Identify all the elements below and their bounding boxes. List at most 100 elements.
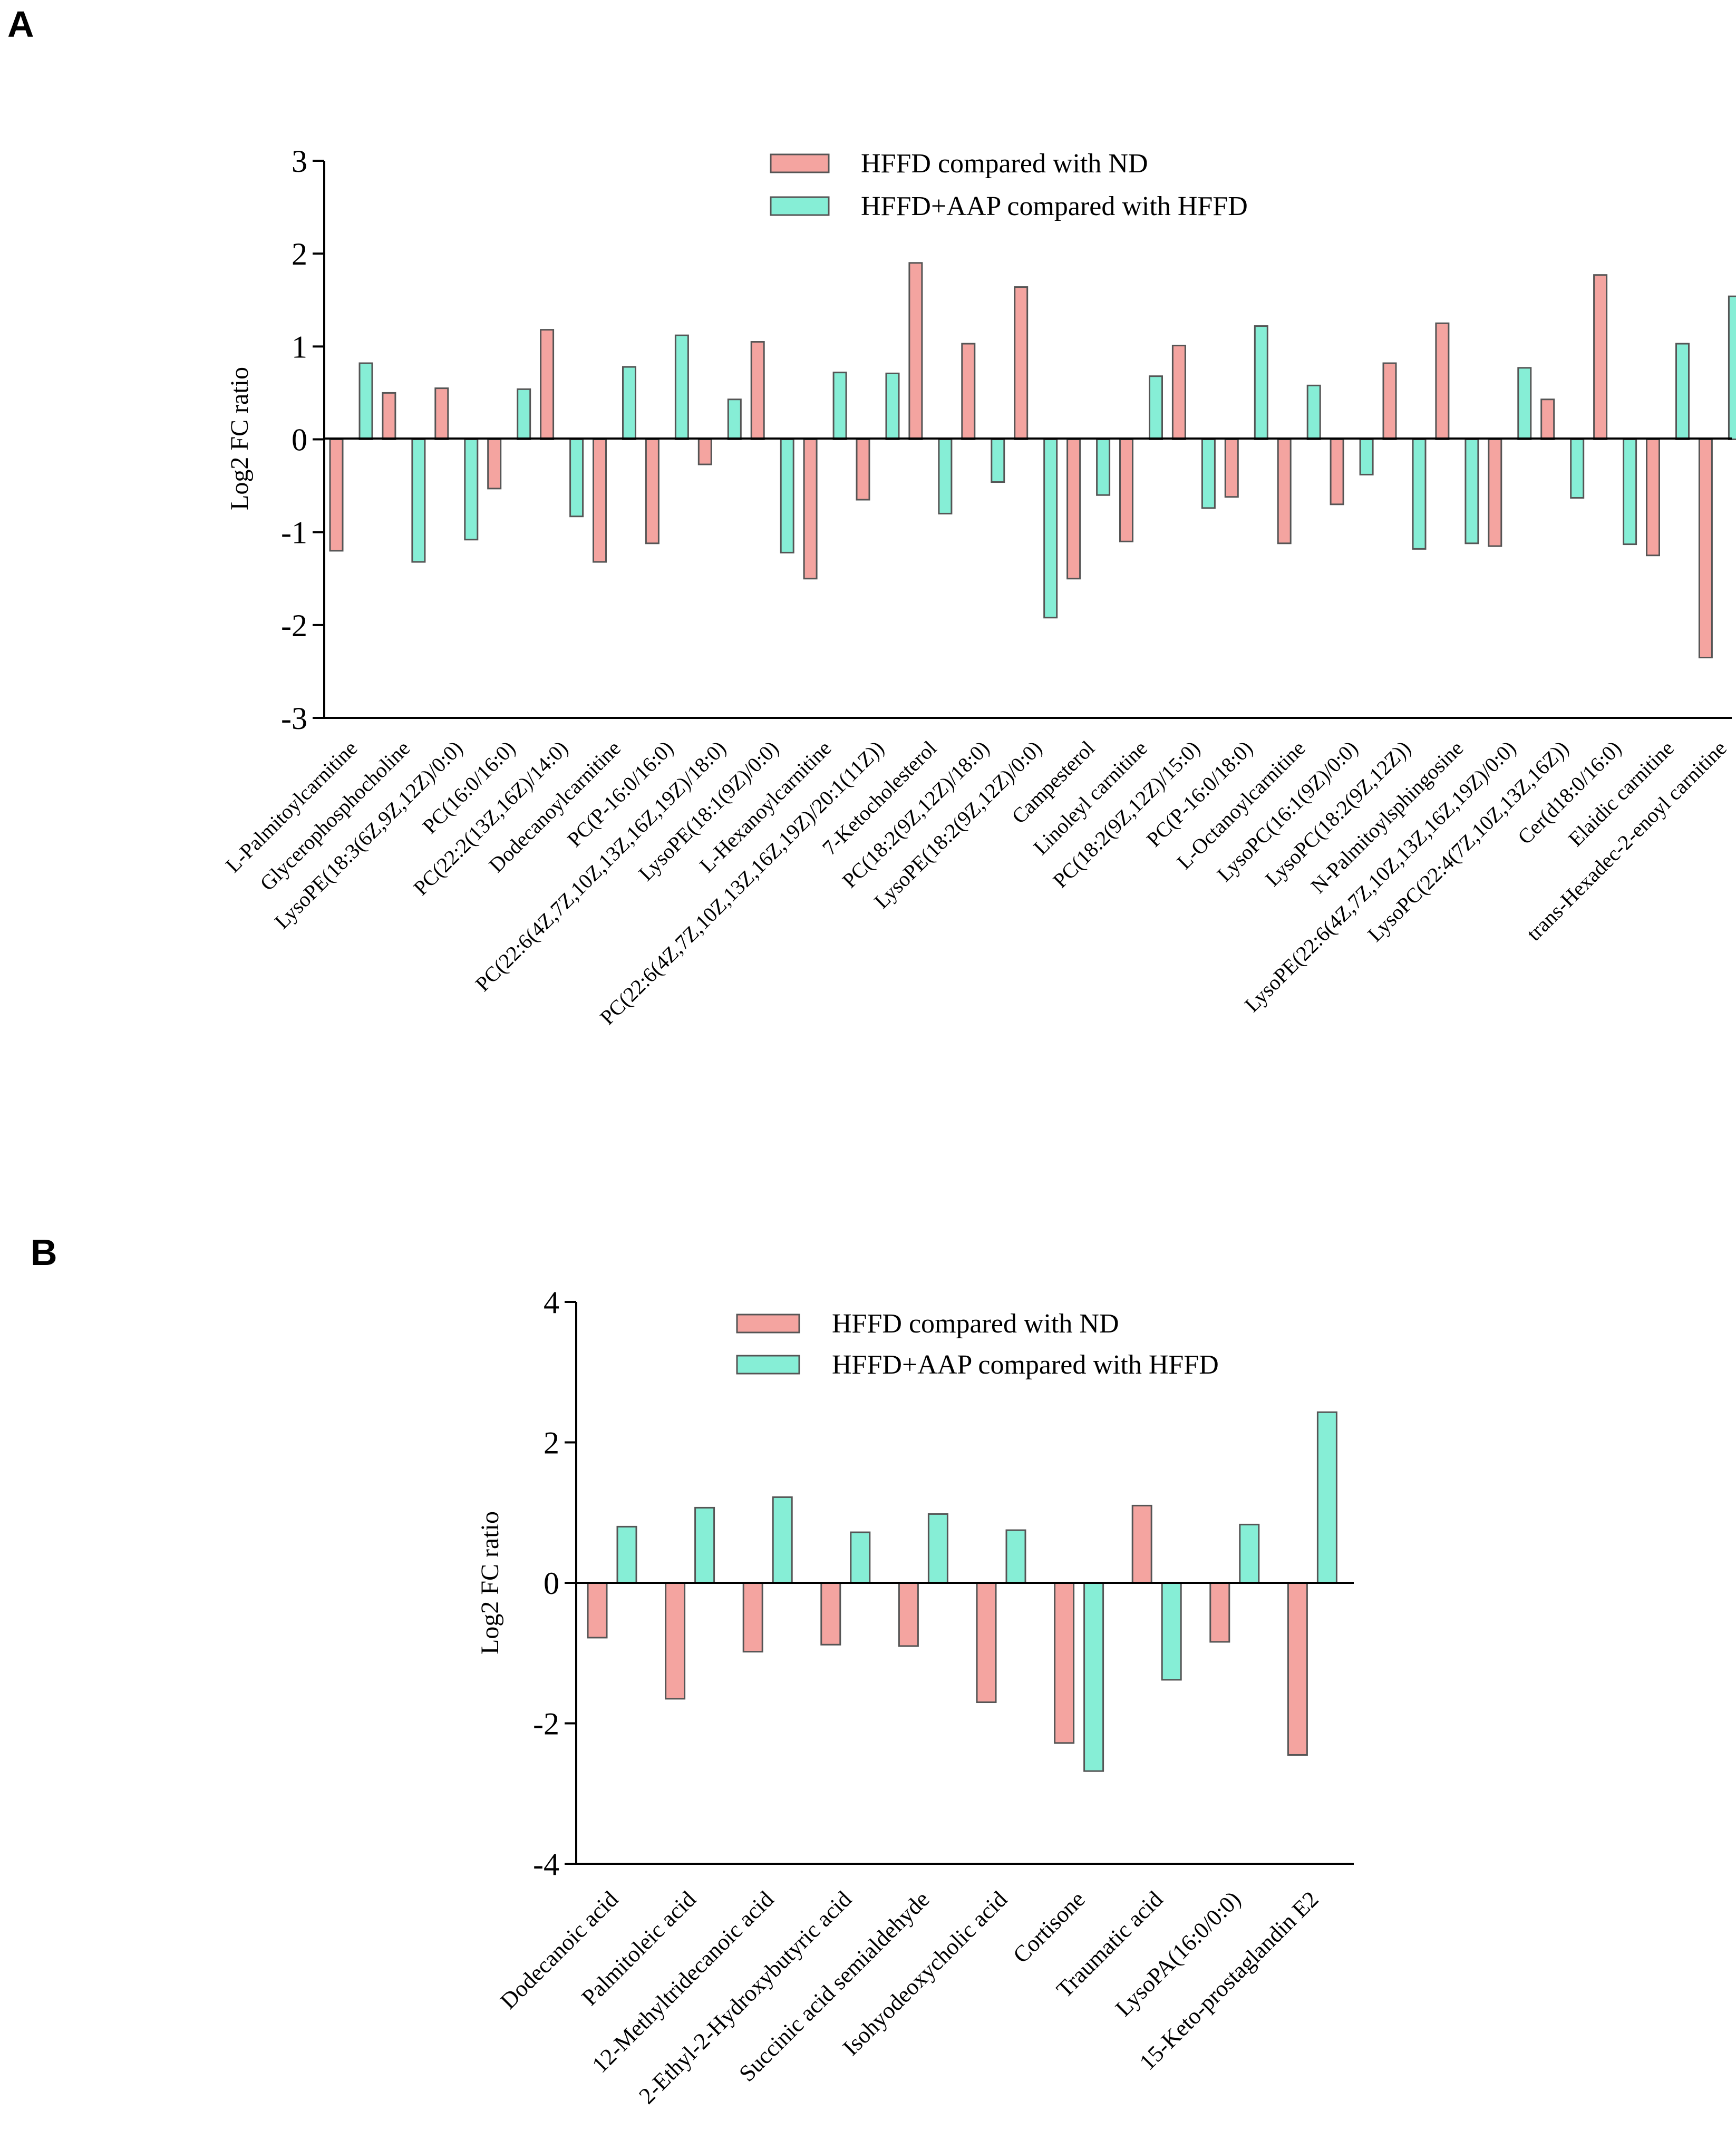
panel-a: A HFFD compared with ND HFFD+AAP compare…: [7, 4, 1736, 1029]
bar-hffd-vs-nd: [540, 329, 555, 441]
panel-a-legend: HFFD compared with ND HFFD+AAP compared …: [770, 149, 1248, 221]
bar-aap-vs-hffd: [517, 388, 531, 440]
bar-hffd-vs-nd: [1540, 398, 1555, 441]
bar-hffd-vs-nd: [587, 1582, 608, 1639]
bar-hffd-vs-nd: [1277, 439, 1292, 544]
bar-aap-vs-hffd: [1083, 1582, 1104, 1772]
bar-hffd-vs-nd: [1119, 439, 1133, 542]
bar-hffd-vs-nd: [1593, 274, 1608, 440]
bar-hffd-vs-nd: [908, 262, 923, 440]
bar-hffd-vs-nd: [1131, 1504, 1152, 1584]
category-label: Cortisone: [1008, 1886, 1090, 1968]
bar-aap-vs-hffd: [569, 439, 584, 518]
bar-aap-vs-hffd: [1570, 439, 1585, 499]
bar-hffd-vs-nd: [593, 439, 607, 563]
legend-a-label-aap: HFFD+AAP compared with HFFD: [861, 191, 1248, 221]
bar-aap-vs-hffd: [1254, 325, 1268, 440]
bar-aap-vs-hffd: [832, 372, 847, 440]
bar-aap-vs-hffd: [1517, 367, 1532, 441]
bar-aap-vs-hffd: [616, 1525, 637, 1584]
panel-a-letter: A: [7, 4, 34, 45]
bar-aap-vs-hffd: [1412, 439, 1427, 550]
legend-b-label-aap: HFFD+AAP compared with HFFD: [832, 1350, 1219, 1380]
legend-a-swatch-aap: [770, 196, 830, 216]
bar-aap-vs-hffd: [1149, 375, 1163, 440]
bar-aap-vs-hffd: [780, 439, 794, 553]
bar-hffd-vs-nd: [961, 343, 976, 440]
bar-hffd-vs-nd: [1171, 345, 1186, 440]
bar-aap-vs-hffd: [1201, 439, 1216, 509]
bar-aap-vs-hffd: [1096, 439, 1111, 496]
y-tick-label: 2: [544, 1426, 559, 1461]
panel-b-y-ticks: 4 2 0 -2 -4: [533, 1285, 576, 1882]
legend-a-label-hffd: HFFD compared with ND: [861, 149, 1148, 179]
panel-b-legend: HFFD compared with ND HFFD+AAP compared …: [736, 1309, 1219, 1380]
bar-aap-vs-hffd: [1239, 1523, 1260, 1584]
y-tick-label: 0: [544, 1566, 559, 1601]
bar-hffd-vs-nd: [329, 439, 344, 552]
bar-aap-vs-hffd: [727, 398, 742, 441]
panel-a-y-axis-label: Log2 FC ratio: [226, 367, 254, 510]
y-tick-label: -2: [533, 1707, 559, 1742]
panel-a-category-labels: L-PalmitoylcarnitineGlycerophosphocholin…: [221, 736, 1731, 1029]
bar-hffd-vs-nd: [382, 392, 396, 441]
panel-b-bars: [587, 1411, 1337, 1772]
bar-aap-vs-hffd: [464, 439, 479, 541]
bar-hffd-vs-nd: [665, 1582, 686, 1700]
bar-hffd-vs-nd: [1209, 1582, 1230, 1643]
bar-hffd-vs-nd: [803, 439, 818, 580]
panel-a-y-ticks: 3 2 1 0 -1 -2 -3: [281, 144, 324, 736]
bar-aap-vs-hffd: [622, 366, 636, 441]
bar-hffd-vs-nd: [1435, 322, 1450, 441]
bar-aap-vs-hffd: [1728, 295, 1736, 440]
legend-b-swatch-hffd: [736, 1314, 800, 1334]
y-tick-label: -1: [281, 515, 307, 550]
bar-aap-vs-hffd: [1465, 439, 1479, 544]
bar-aap-vs-hffd: [1623, 439, 1637, 546]
bar-aap-vs-hffd: [1161, 1582, 1182, 1681]
bar-aap-vs-hffd: [694, 1506, 715, 1584]
bar-aap-vs-hffd: [411, 439, 426, 563]
y-tick-label: 3: [292, 144, 307, 179]
bar-hffd-vs-nd: [1698, 439, 1713, 658]
y-tick-label: 2: [292, 237, 307, 271]
y-tick-label: -2: [281, 608, 307, 643]
bar-hffd-vs-nd: [1224, 439, 1239, 498]
bar-hffd-vs-nd: [750, 341, 765, 441]
bar-aap-vs-hffd: [1675, 343, 1690, 440]
bar-aap-vs-hffd: [927, 1513, 948, 1584]
bar-hffd-vs-nd: [1054, 1582, 1075, 1744]
bar-hffd-vs-nd: [856, 439, 870, 501]
bar-aap-vs-hffd: [1043, 439, 1058, 619]
bar-hffd-vs-nd: [898, 1582, 919, 1647]
legend-b-swatch-aap: [736, 1355, 800, 1375]
bar-hffd-vs-nd: [434, 387, 449, 441]
legend-a-swatch-hffd: [770, 153, 830, 173]
bar-aap-vs-hffd: [772, 1496, 793, 1584]
y-tick-label: 1: [292, 329, 307, 364]
y-tick-label: 0: [292, 423, 307, 458]
y-tick-label: -3: [281, 701, 307, 736]
bar-aap-vs-hffd: [358, 362, 373, 440]
bar-aap-vs-hffd: [938, 439, 953, 514]
bar-aap-vs-hffd: [674, 334, 689, 441]
bar-hffd-vs-nd: [976, 1582, 997, 1704]
bar-aap-vs-hffd: [1306, 384, 1321, 440]
bar-aap-vs-hffd: [850, 1531, 871, 1584]
bar-hffd-vs-nd: [820, 1582, 841, 1646]
panel-b-letter: B: [31, 1232, 57, 1273]
bar-hffd-vs-nd: [1488, 439, 1502, 547]
panel-b: B HFFD compared with ND HFFD+AAP compare…: [31, 1232, 1354, 2109]
bar-aap-vs-hffd: [1359, 439, 1374, 475]
panel-b-y-axis-label: Log2 FC ratio: [476, 1511, 504, 1655]
bar-hffd-vs-nd: [1014, 286, 1029, 440]
bar-hffd-vs-nd: [1382, 362, 1397, 440]
bar-hffd-vs-nd: [697, 439, 712, 465]
y-tick-label: 4: [544, 1285, 559, 1320]
bar-aap-vs-hffd: [1005, 1529, 1026, 1584]
legend-b-label-hffd: HFFD compared with ND: [832, 1309, 1119, 1339]
bar-aap-vs-hffd: [1316, 1411, 1337, 1584]
panel-a-bars: [329, 262, 1736, 658]
